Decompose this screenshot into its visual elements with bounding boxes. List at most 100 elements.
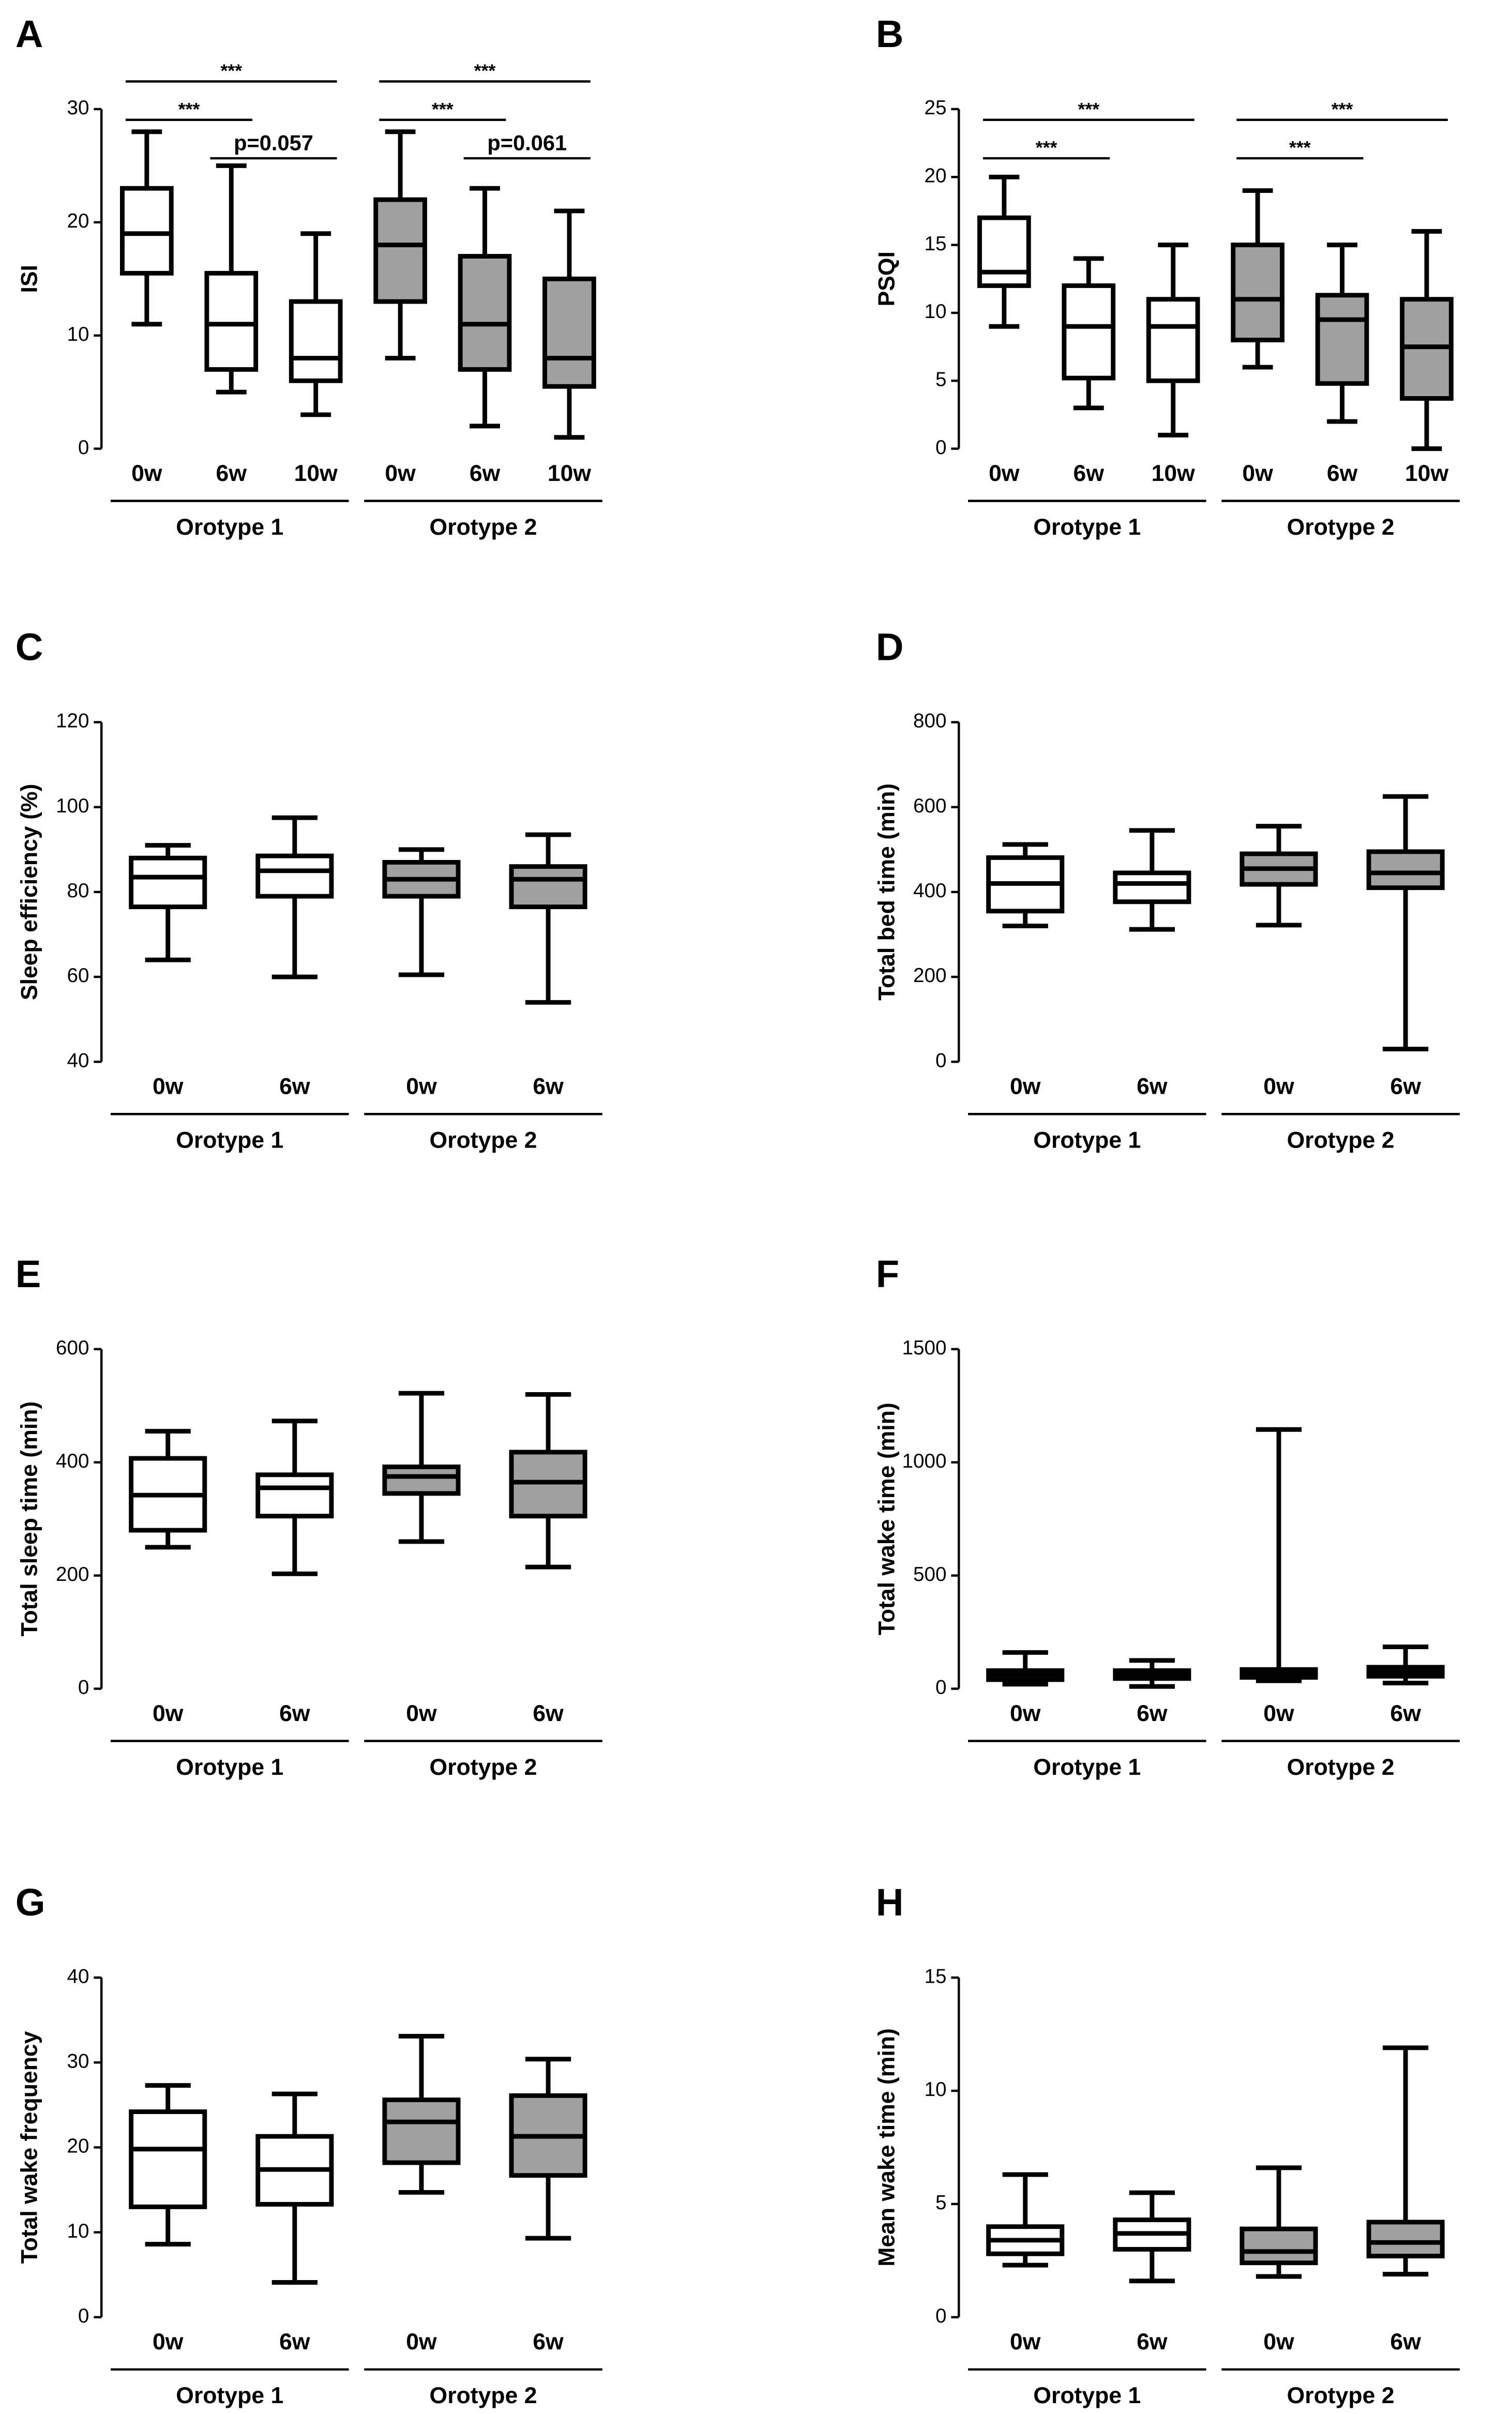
- panel-letter: E: [16, 1253, 41, 1295]
- box: [1315, 293, 1369, 386]
- box: [458, 254, 512, 372]
- group-label: Orotype 1: [1033, 515, 1141, 540]
- x-tick-label: 10w: [294, 461, 338, 486]
- y-tick-label: 0: [78, 1677, 89, 1699]
- group-label: Orotype 1: [1033, 1127, 1141, 1153]
- y-tick-label: 0: [935, 1049, 946, 1072]
- y-axis-label: Mean wake time (min): [874, 2028, 899, 2267]
- y-tick-label: 1500: [902, 1337, 947, 1359]
- significance-label: p=0.061: [487, 130, 567, 155]
- y-tick-label: 30: [67, 2050, 89, 2073]
- x-tick-label: 6w: [1137, 1701, 1168, 1726]
- x-tick-label: 6w: [1137, 1074, 1168, 1099]
- y-tick-label: 20: [924, 165, 946, 187]
- box: [120, 186, 174, 276]
- y-tick-label: 10: [67, 2220, 89, 2242]
- x-tick-label: 6w: [533, 1701, 564, 1726]
- y-tick-label: 0: [935, 436, 946, 459]
- y-tick-label: 600: [913, 795, 946, 817]
- x-tick-label: 6w: [279, 1701, 310, 1726]
- x-tick-label: 0w: [153, 1701, 184, 1726]
- panel-letter: A: [16, 12, 43, 55]
- x-tick-label: 6w: [470, 461, 501, 486]
- group-label: Orotype 1: [176, 1127, 283, 1153]
- significance-label: p=0.057: [234, 130, 313, 155]
- y-tick-label: 60: [67, 964, 89, 987]
- y-tick-label: 10: [67, 323, 89, 345]
- x-tick-label: 6w: [1390, 1074, 1421, 1099]
- group-label: Orotype 1: [176, 2383, 283, 2408]
- y-tick-label: 200: [56, 1563, 89, 1586]
- y-tick-label: 15: [924, 1965, 946, 1987]
- significance-label: ***: [1289, 138, 1311, 158]
- group-label: Orotype 2: [1287, 1127, 1395, 1153]
- y-tick-label: 0: [78, 436, 89, 459]
- x-tick-label: 10w: [1152, 461, 1196, 486]
- box: [1146, 297, 1200, 383]
- y-tick-label: 20: [67, 210, 89, 232]
- x-tick-label: 0w: [1263, 2329, 1294, 2355]
- y-tick-label: 40: [67, 1965, 89, 1987]
- x-tick-label: 6w: [1137, 2329, 1168, 2355]
- x-tick-label: 0w: [406, 1074, 437, 1099]
- group-label: Orotype 2: [1287, 2383, 1395, 2408]
- box: [204, 270, 259, 372]
- group-label: Orotype 2: [1287, 515, 1395, 540]
- y-axis-label: Total bed time (min): [874, 783, 899, 1001]
- y-tick-label: 400: [913, 880, 946, 902]
- box: [542, 276, 596, 389]
- panel-letter: B: [876, 12, 904, 55]
- y-axis-label: Total sleep time (min): [17, 1401, 42, 1637]
- y-axis-label: ISI: [17, 265, 42, 293]
- x-tick-label: 0w: [1010, 1074, 1041, 1099]
- y-tick-label: 15: [924, 233, 946, 255]
- box: [129, 855, 207, 910]
- y-tick-label: 10: [924, 2078, 946, 2101]
- x-tick-label: 6w: [1390, 2329, 1421, 2355]
- group-label: Orotype 2: [1287, 1755, 1395, 1780]
- y-tick-label: 1000: [902, 1450, 947, 1472]
- y-tick-label: 100: [56, 795, 89, 817]
- x-tick-label: 0w: [1263, 1074, 1294, 1099]
- box: [509, 864, 587, 910]
- x-tick-label: 0w: [406, 1701, 437, 1726]
- significance-label: ***: [178, 99, 200, 119]
- panel-letter: G: [16, 1881, 46, 1924]
- group-label: Orotype 1: [176, 515, 283, 540]
- group-label: Orotype 2: [430, 2383, 537, 2408]
- y-tick-label: 800: [913, 710, 946, 732]
- panel-letter: F: [876, 1253, 899, 1295]
- y-tick-label: 25: [924, 97, 946, 119]
- x-tick-label: 0w: [406, 2329, 437, 2355]
- y-axis-label: PSQI: [874, 251, 899, 307]
- box: [289, 299, 343, 383]
- x-tick-label: 0w: [1242, 461, 1273, 486]
- significance-label: ***: [1078, 99, 1099, 119]
- box: [373, 197, 427, 304]
- y-tick-label: 200: [913, 964, 946, 987]
- box: [1231, 243, 1284, 342]
- y-tick-label: 20: [67, 2135, 89, 2157]
- x-tick-label: 0w: [1263, 1701, 1294, 1726]
- x-tick-label: 6w: [1327, 461, 1358, 486]
- x-tick-label: 0w: [1010, 1701, 1041, 1726]
- x-tick-label: 0w: [131, 461, 162, 486]
- y-tick-label: 5: [935, 369, 946, 391]
- box: [1239, 2226, 1318, 2266]
- significance-label: ***: [474, 61, 496, 81]
- box: [1062, 283, 1116, 381]
- panel-letter: C: [16, 626, 43, 669]
- y-tick-label: 400: [56, 1450, 89, 1472]
- x-tick-label: 0w: [989, 461, 1020, 486]
- x-tick-label: 6w: [216, 461, 247, 486]
- box: [382, 2098, 461, 2165]
- significance-label: ***: [1036, 138, 1057, 158]
- y-tick-label: 30: [67, 97, 89, 119]
- x-tick-label: 0w: [153, 1074, 184, 1099]
- y-tick-label: 0: [935, 1677, 946, 1699]
- y-tick-label: 600: [56, 1337, 89, 1359]
- significance-label: ***: [432, 99, 453, 119]
- box: [1366, 2220, 1445, 2259]
- x-tick-label: 6w: [1073, 461, 1105, 486]
